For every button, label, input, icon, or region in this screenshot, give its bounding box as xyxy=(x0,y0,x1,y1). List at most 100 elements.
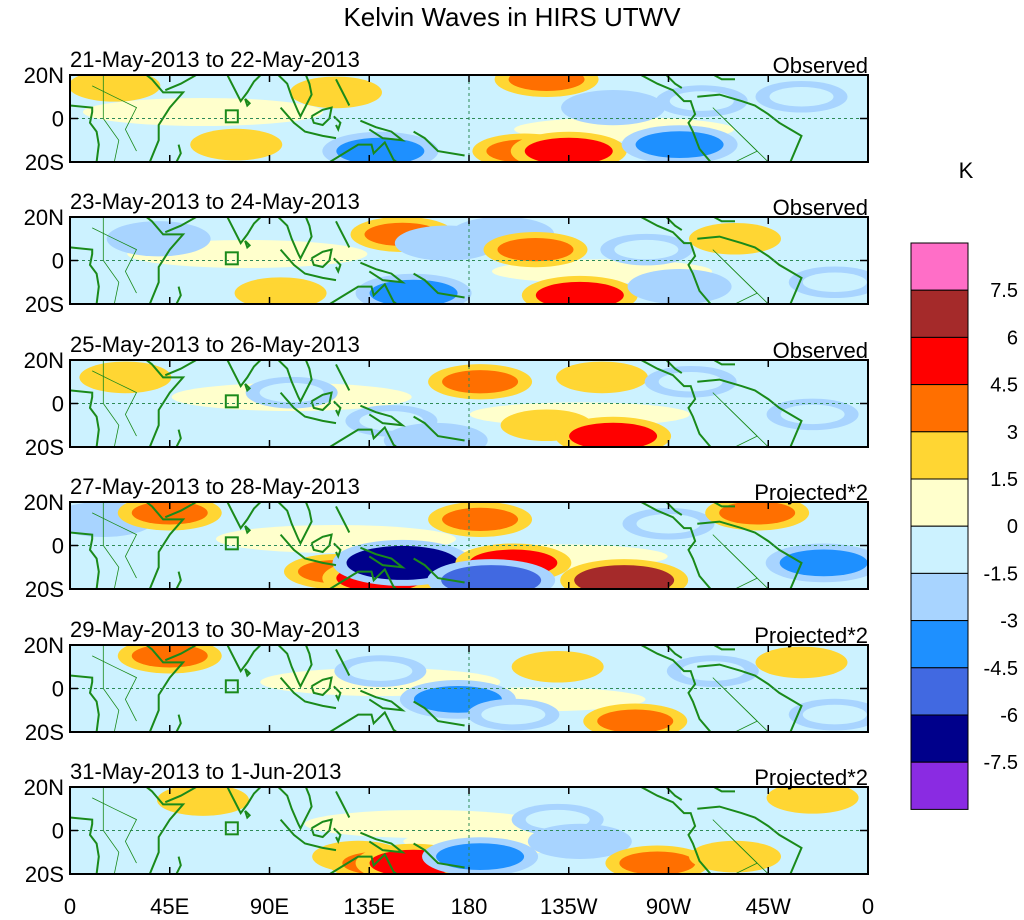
anomaly-core xyxy=(348,661,413,681)
anomaly-core xyxy=(524,137,613,162)
coastline xyxy=(70,217,803,304)
map-panel: 20N 0 20S 23-May-2013 to 24-May-2013 Observe… xyxy=(24,189,869,317)
y-tick-label: 0 xyxy=(52,534,64,559)
colorbar-level-label: -7.5 xyxy=(984,752,1018,774)
map-panel: 20N 0 20S 21-May-2013 to 22-May-2013 Observe… xyxy=(24,47,869,175)
colorbar-swatch xyxy=(910,242,969,291)
anomaly-core xyxy=(535,281,624,304)
y-tick-label: 0 xyxy=(52,677,64,702)
country-borders xyxy=(92,645,769,732)
colorbar-swatch xyxy=(910,761,969,810)
colorbar-swatch xyxy=(910,525,969,574)
coastline xyxy=(70,645,803,732)
colorbar-level-label: -4.5 xyxy=(984,658,1018,680)
y-tick-label: 20N xyxy=(24,63,64,88)
anomaly-core xyxy=(719,502,796,525)
anomaly-core xyxy=(497,238,574,262)
anomaly-core xyxy=(802,272,867,293)
colorbar-level-label: 1.5 xyxy=(990,469,1018,491)
colorbar-level-label: 4.5 xyxy=(990,375,1018,397)
y-tick-label: 0 xyxy=(52,249,64,274)
x-tick-label: 180 xyxy=(451,894,488,919)
anomaly-core xyxy=(442,507,519,531)
anomaly-core xyxy=(802,704,867,725)
y-tick-label: 20N xyxy=(24,490,64,515)
colorbar-swatch xyxy=(910,289,969,338)
panel-date-range: 29-May-2013 to 30-May-2013 xyxy=(70,617,360,642)
anomaly-core xyxy=(82,76,147,96)
anomaly-core xyxy=(304,82,368,103)
panel-date-range: 27-May-2013 to 28-May-2013 xyxy=(70,474,360,499)
map-panel: 20N 0 20S 29-May-2013 to 30-May-2013 Project… xyxy=(24,617,869,745)
colorbar-swatch xyxy=(910,572,969,622)
y-tick-label: 20S xyxy=(25,150,64,175)
anomaly-core xyxy=(508,75,585,91)
y-tick-label: 0 xyxy=(52,392,64,417)
neutral-band xyxy=(83,97,323,126)
country-borders xyxy=(92,217,769,304)
country-borders xyxy=(92,502,769,589)
y-tick-label: 20S xyxy=(25,862,64,887)
x-tick-label: 45W xyxy=(746,894,791,919)
x-tick-label: 0 xyxy=(862,894,874,919)
chart-title: Kelvin Waves in HIRS UTWV xyxy=(343,2,681,32)
anomaly-core xyxy=(93,367,158,388)
panels-group: 20N 0 20S 21-May-2013 to 22-May-2013 Observe… xyxy=(24,47,869,887)
anomaly-core xyxy=(441,565,542,589)
colorbar-level-label: 7.5 xyxy=(990,280,1018,302)
anomaly-core xyxy=(703,228,767,249)
colorbar-swatch xyxy=(910,714,969,763)
coastline xyxy=(70,787,803,874)
y-tick-label: 0 xyxy=(52,819,64,844)
anomaly-core xyxy=(436,843,525,870)
colorbar: K 7.5 6 4.5 3 1.5 0 -1.5 -3 -4.5 -6 -7.5 xyxy=(910,158,1018,810)
anomaly-core xyxy=(570,367,634,388)
anomaly-core xyxy=(481,704,546,725)
anomaly-core xyxy=(680,661,745,681)
y-tick-label: 20N xyxy=(24,775,64,800)
anomaly-core xyxy=(574,565,675,589)
y-tick-label: 20S xyxy=(25,577,64,602)
anomaly-core xyxy=(780,404,845,425)
y-tick-label: 20S xyxy=(25,435,64,460)
x-tick-label: 135E xyxy=(344,894,395,919)
panel-status-label: Observed xyxy=(773,195,868,220)
anomaly-core xyxy=(131,645,208,668)
anomaly-core xyxy=(769,86,834,107)
y-tick-label: 20N xyxy=(24,205,64,230)
panel-status-label: Projected*2 xyxy=(754,765,868,790)
anomaly-core xyxy=(541,829,618,853)
panel-status-label: Projected*2 xyxy=(754,480,868,505)
colorbar-swatch xyxy=(910,667,969,716)
anomaly-core xyxy=(703,846,767,867)
colorbar-unit: K xyxy=(959,158,974,183)
anomaly-core xyxy=(779,549,868,577)
anomaly-core xyxy=(171,790,235,810)
anomaly-core xyxy=(369,279,458,304)
anomaly-core xyxy=(780,788,845,808)
colorbar-swatch xyxy=(910,431,969,480)
x-axis: 0 45E 90E 135E 180 135W 90W 45W 0 xyxy=(64,894,874,919)
map-panel: 20N 0 20S 27-May-2013 to 28-May-2013 Project… xyxy=(24,474,869,602)
map-panel: 20N 0 20S 25-May-2013 to 26-May-2013 Observe… xyxy=(24,332,869,460)
anomaly-core xyxy=(442,370,519,394)
anomaly-core xyxy=(619,851,696,874)
map-panel: 20N 0 20S 31-May-2013 to 1-Jun-2013 Projecte… xyxy=(24,759,869,887)
anomaly-field xyxy=(70,75,848,162)
colorbar-swatch xyxy=(910,384,969,433)
coastline xyxy=(70,75,803,162)
anomaly-field xyxy=(106,217,868,304)
panel-date-range: 21-May-2013 to 22-May-2013 xyxy=(70,47,360,72)
anomaly-core xyxy=(597,709,674,732)
y-tick-label: 0 xyxy=(52,107,64,132)
colorbar-level-label: -1.5 xyxy=(984,563,1018,585)
panel-status-label: Observed xyxy=(773,53,868,78)
y-tick-label: 20S xyxy=(25,720,64,745)
anomaly-core xyxy=(204,134,269,155)
panel-status-label: Observed xyxy=(773,338,868,363)
y-tick-label: 20S xyxy=(25,292,64,317)
anomaly-core xyxy=(525,656,590,677)
panel-date-range: 25-May-2013 to 26-May-2013 xyxy=(70,332,360,357)
anomaly-field xyxy=(79,361,859,447)
